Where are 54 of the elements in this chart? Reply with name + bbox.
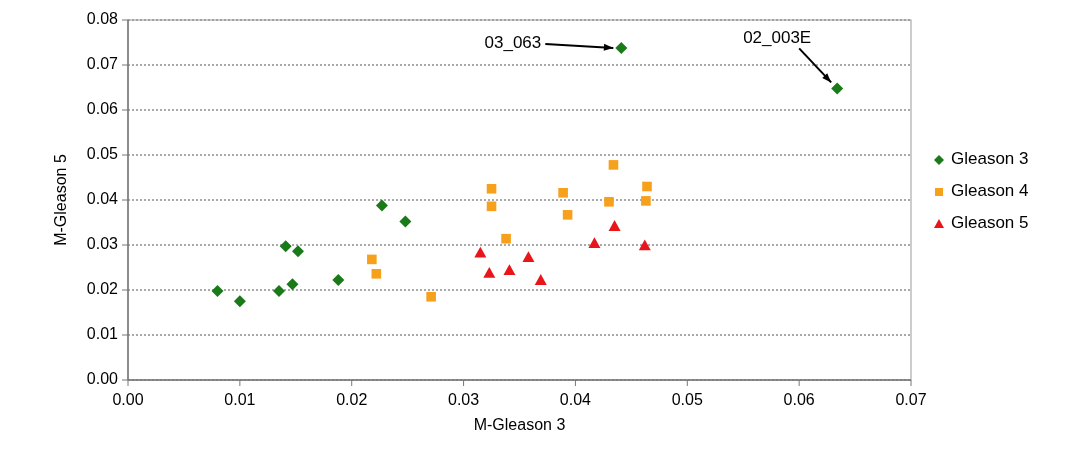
x-axis-title: M-Gleason 3 xyxy=(473,416,566,433)
point xyxy=(332,274,345,287)
x-tick-label: 0.02 xyxy=(336,391,368,408)
point xyxy=(503,264,516,275)
point xyxy=(211,284,224,297)
y-tick-label: 0.08 xyxy=(86,10,119,28)
point xyxy=(371,269,382,279)
x-tick-label: 0.00 xyxy=(112,391,144,408)
point xyxy=(562,210,573,220)
y-tick-label: 0.05 xyxy=(86,145,119,163)
point xyxy=(638,239,651,251)
point xyxy=(474,246,487,258)
point xyxy=(375,199,388,212)
y-tick-label: 0.07 xyxy=(86,55,119,73)
point xyxy=(486,183,497,194)
legend-label: Gleason 3 xyxy=(951,149,1029,169)
point xyxy=(615,41,628,54)
point xyxy=(483,266,496,278)
point xyxy=(522,251,535,262)
y-tick-label: 0.01 xyxy=(86,325,119,343)
annotation: 03_063 xyxy=(484,33,542,53)
point xyxy=(588,237,601,248)
point xyxy=(604,197,614,207)
x-tick-label: 0.06 xyxy=(783,391,815,408)
x-tick-label: 0.07 xyxy=(895,391,927,408)
point xyxy=(399,215,412,228)
point xyxy=(558,188,568,198)
y-tick-label: 0.00 xyxy=(86,370,119,388)
point xyxy=(233,295,246,308)
point xyxy=(641,196,651,206)
x-tick-label: 0.05 xyxy=(671,391,703,408)
annotation: 02_003E xyxy=(743,27,812,47)
point xyxy=(831,82,844,95)
point xyxy=(608,160,619,170)
legend-label: Gleason 4 xyxy=(951,181,1029,201)
point xyxy=(534,274,547,285)
point xyxy=(642,181,652,192)
x-tick-label: 0.01 xyxy=(224,391,256,408)
x-tick-label: 0.04 xyxy=(559,391,592,408)
point xyxy=(292,245,305,258)
point xyxy=(501,233,511,244)
point xyxy=(279,240,292,253)
y-axis-title: M-Gleason 5 xyxy=(52,154,69,246)
y-tick-label: 0.06 xyxy=(86,100,119,118)
point xyxy=(426,291,436,302)
y-tick-label: 0.02 xyxy=(86,280,119,298)
x-tick-label: 0.03 xyxy=(448,391,480,408)
legend-label: Gleason 5 xyxy=(951,213,1029,233)
point xyxy=(367,254,377,265)
point xyxy=(273,284,286,297)
y-tick-label: 0.04 xyxy=(86,190,119,208)
y-tick-label: 0.03 xyxy=(86,235,119,253)
point xyxy=(286,278,299,291)
point xyxy=(608,220,621,231)
